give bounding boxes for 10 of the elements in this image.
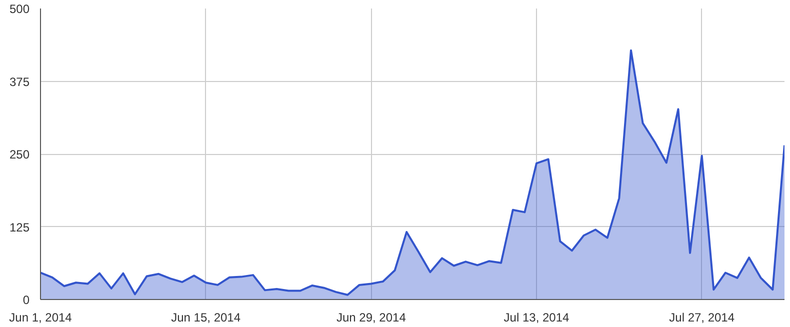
y-tick-label: 0	[22, 293, 30, 307]
y-tick-label: 125	[9, 220, 30, 234]
y-tick-label: 500	[9, 2, 30, 16]
y-tick-label: 250	[9, 148, 30, 162]
x-tick-label: Jun 15, 2014	[171, 310, 241, 324]
x-tick-label: Jul 27, 2014	[669, 310, 735, 324]
x-tick-label: Jul 13, 2014	[504, 310, 570, 324]
x-tick-label: Jun 29, 2014	[336, 310, 406, 324]
x-tick-label: Jun 1, 2014	[9, 310, 72, 324]
y-tick-label: 375	[9, 74, 30, 89]
